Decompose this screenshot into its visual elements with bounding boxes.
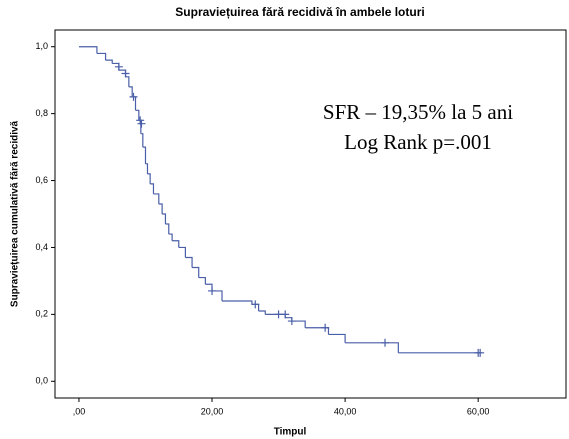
survival-step [222, 300, 253, 305]
censor-mark [381, 338, 390, 347]
y-tick-label: 0,4 [35, 242, 48, 252]
survival-step [258, 310, 266, 315]
y-axis-label: Supraviețuirea cumulativă fără recidivă [10, 120, 21, 307]
x-axis-label: Timpul [274, 427, 307, 438]
y-tick-label: 0,8 [35, 108, 48, 118]
x-tick-label: 20,00 [201, 406, 224, 416]
plot-frame [54, 29, 567, 399]
censor-mark [129, 92, 138, 101]
x-tick-label: 60,00 [467, 406, 490, 416]
survival-step [147, 173, 151, 184]
survival-step [158, 203, 163, 214]
x-tick-label: ,00 [73, 406, 86, 416]
survival-step [128, 86, 133, 97]
survival-step [153, 193, 160, 204]
censor-mark [476, 348, 485, 357]
survival-step [178, 246, 187, 258]
survival-step [142, 146, 147, 164]
survival-step [168, 233, 173, 241]
censor-mark [114, 62, 123, 71]
annotation: SFR – 19,35% la 5 ani [323, 100, 513, 124]
censor-mark [251, 300, 260, 309]
survival-step [145, 163, 149, 174]
survival-step [345, 342, 399, 353]
survival-step [78, 46, 98, 54]
survival-step [125, 76, 130, 87]
censor-mark [208, 286, 217, 295]
survival-step [185, 256, 193, 268]
y-tick-label: 0,2 [35, 309, 48, 319]
survival-step [105, 59, 113, 64]
chart-title: Supraviețuirea fără recidivă în ambele l… [175, 5, 424, 19]
survival-step [172, 240, 180, 248]
survival-step [198, 276, 206, 285]
censor-mark [137, 119, 146, 128]
survival-step [140, 133, 144, 148]
survival-step [291, 320, 306, 328]
survival-step [135, 109, 140, 121]
survival-step [165, 223, 170, 235]
censor-mark [121, 69, 130, 78]
survival-step [328, 333, 346, 343]
survival-step [162, 213, 167, 225]
y-tick-label: 0,0 [35, 376, 48, 386]
censor-mark [136, 116, 145, 125]
censor-mark [321, 323, 330, 332]
survival-step [192, 266, 200, 278]
y-tick-label: 0,6 [35, 175, 48, 185]
censor-mark [287, 317, 296, 326]
survival-step [150, 183, 155, 194]
y-tick-label: 1,0 [35, 41, 48, 51]
annotation: Log Rank p=.001 [344, 130, 492, 154]
survival-step [96, 52, 107, 61]
x-tick-label: 40,00 [334, 406, 357, 416]
censor-mark [281, 310, 290, 319]
